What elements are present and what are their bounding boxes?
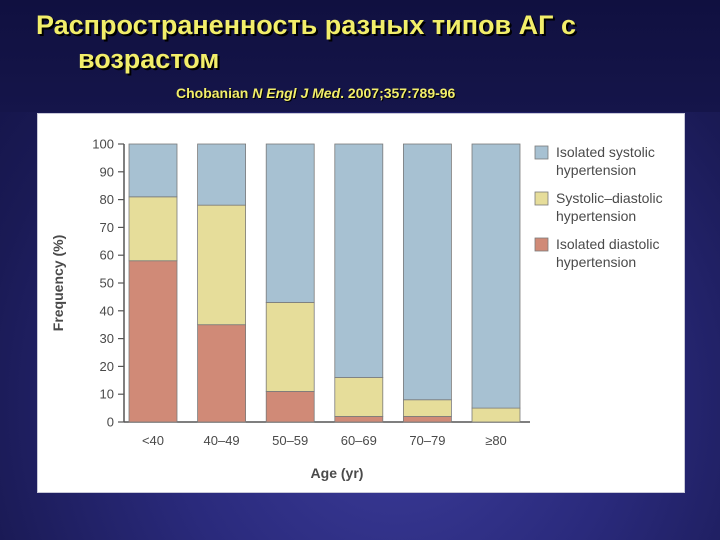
bar-segment-systolic-diastolic bbox=[402, 399, 452, 417]
bar-segment-isolated-diastolic bbox=[265, 391, 315, 423]
title-band bbox=[0, 0, 720, 112]
y-tick-label: 70 bbox=[100, 220, 114, 235]
x-axis-title: Age (yr) bbox=[311, 465, 364, 481]
slide-title: Распространенность разных типов АГ с воз… bbox=[36, 8, 696, 76]
legend-swatch bbox=[534, 191, 549, 206]
x-tick-label: <40 bbox=[142, 433, 164, 448]
x-tick-label: 40–49 bbox=[204, 433, 240, 448]
citation: Chobanian N Engl J Med. 2007;357:789-96 bbox=[176, 85, 455, 101]
legend-label: Isolated diastolic bbox=[556, 236, 660, 252]
y-tick-label: 40 bbox=[100, 303, 114, 318]
bar-segment-isolated-diastolic bbox=[334, 416, 384, 423]
x-tick-label: 60–69 bbox=[341, 433, 377, 448]
bar-segment-systolic-diastolic bbox=[197, 204, 247, 326]
bar-segment-isolated-systolic bbox=[471, 143, 521, 409]
bar-segment-systolic-diastolic bbox=[265, 302, 315, 392]
bar-segment-isolated-diastolic bbox=[197, 324, 247, 423]
x-tick-label: 70–79 bbox=[409, 433, 445, 448]
legend-label: Systolic–diastolic bbox=[556, 190, 663, 206]
stacked-bar-chart: 0 10 20 30 40 50 60 70 80 90 100 Frequency (%) <40 40… bbox=[50, 137, 663, 482]
y-tick-label: 60 bbox=[100, 248, 114, 263]
legend-swatch bbox=[534, 145, 549, 160]
bar-segment-isolated-systolic bbox=[265, 143, 315, 303]
y-tick-label: 90 bbox=[100, 164, 114, 179]
bar-segment-systolic-diastolic bbox=[128, 196, 178, 262]
y-tick-label: 20 bbox=[100, 359, 114, 374]
y-tick-label: 100 bbox=[92, 137, 114, 152]
legend-label: hypertension bbox=[556, 254, 636, 270]
y-axis-title: Frequency (%) bbox=[50, 235, 66, 331]
bar-segment-isolated-systolic bbox=[334, 143, 384, 378]
bar-segment-isolated-systolic bbox=[197, 143, 247, 206]
legend-label: Isolated systolic bbox=[556, 144, 655, 160]
x-tick-label: 50–59 bbox=[272, 433, 308, 448]
y-tick-label: 0 bbox=[107, 415, 114, 430]
y-tick-label: 50 bbox=[100, 276, 114, 291]
chart-panel: 0 10 20 30 40 50 60 70 80 90 100 Frequency (%) <40 40… bbox=[38, 114, 684, 492]
slide-title-line2: возрастом bbox=[78, 44, 220, 74]
bar-segment-isolated-systolic bbox=[128, 143, 178, 198]
slide-title-line1: Распространенность разных типов АГ с bbox=[36, 10, 576, 40]
legend-swatch bbox=[534, 237, 549, 252]
y-tick-label: 80 bbox=[100, 192, 114, 207]
y-tick-label: 10 bbox=[100, 387, 114, 402]
y-tick-label: 30 bbox=[100, 331, 114, 346]
legend-label: hypertension bbox=[556, 208, 636, 224]
x-tick-label: ≥80 bbox=[485, 433, 507, 448]
bar-segment-isolated-systolic bbox=[402, 143, 452, 401]
bar-segment-isolated-diastolic bbox=[402, 416, 452, 423]
legend-label: hypertension bbox=[556, 162, 636, 178]
citation-journal: N Engl J Med bbox=[252, 85, 341, 101]
citation-ref: . 2007;357:789-96 bbox=[340, 85, 456, 101]
bar-segment-isolated-diastolic bbox=[128, 260, 178, 423]
bar-segment-systolic-diastolic bbox=[334, 377, 384, 417]
bar-segment-systolic-diastolic bbox=[471, 407, 521, 423]
citation-author: Chobanian bbox=[176, 85, 249, 101]
